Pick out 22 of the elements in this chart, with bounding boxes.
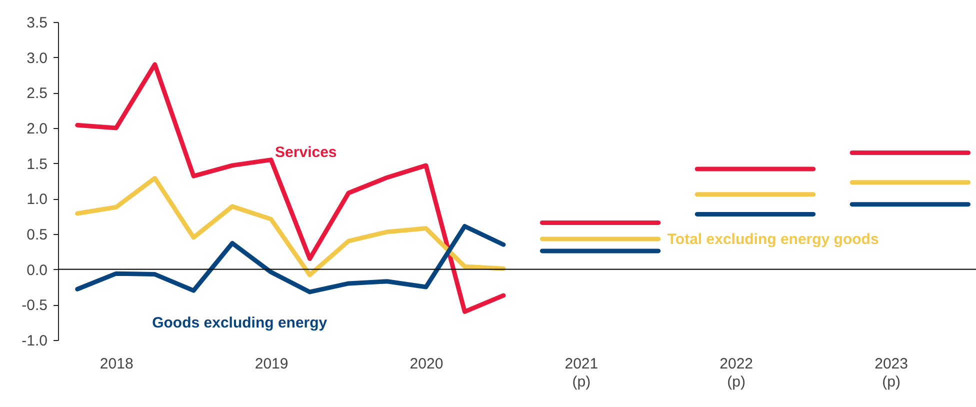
y-tick-label: 1.0 (26, 191, 48, 208)
line-series (75, 224, 506, 294)
series-label: Goods excluding energy (152, 314, 328, 332)
y-tick-label: 2.5 (26, 85, 48, 102)
y-tick-label: -0.5 (22, 297, 48, 314)
x-tick-label: 2020 (410, 356, 444, 372)
line-series (75, 176, 506, 278)
y-tick-label: 0.5 (26, 226, 48, 244)
y-tick-label: 3.0 (26, 50, 48, 67)
x-tick-label: 2022 (p) (720, 356, 754, 390)
y-tick-label: -1.0 (22, 332, 48, 350)
x-tick-label: 2019 (254, 356, 288, 372)
x-tick-label: 2021 (p) (564, 356, 598, 390)
text: Total excluding energy goods (667, 230, 879, 248)
y-tick-label: 1.5 (26, 156, 48, 173)
x-tick-label: 2023 (p) (874, 356, 908, 390)
y-tick-label: 2.0 (26, 120, 48, 138)
series-label: Services (275, 144, 337, 161)
line-series (75, 62, 506, 314)
x-tick-label: 2018 (100, 356, 134, 372)
y-tick-label: 0.0 (26, 262, 48, 279)
y-tick-label: 3.5 (26, 14, 48, 32)
